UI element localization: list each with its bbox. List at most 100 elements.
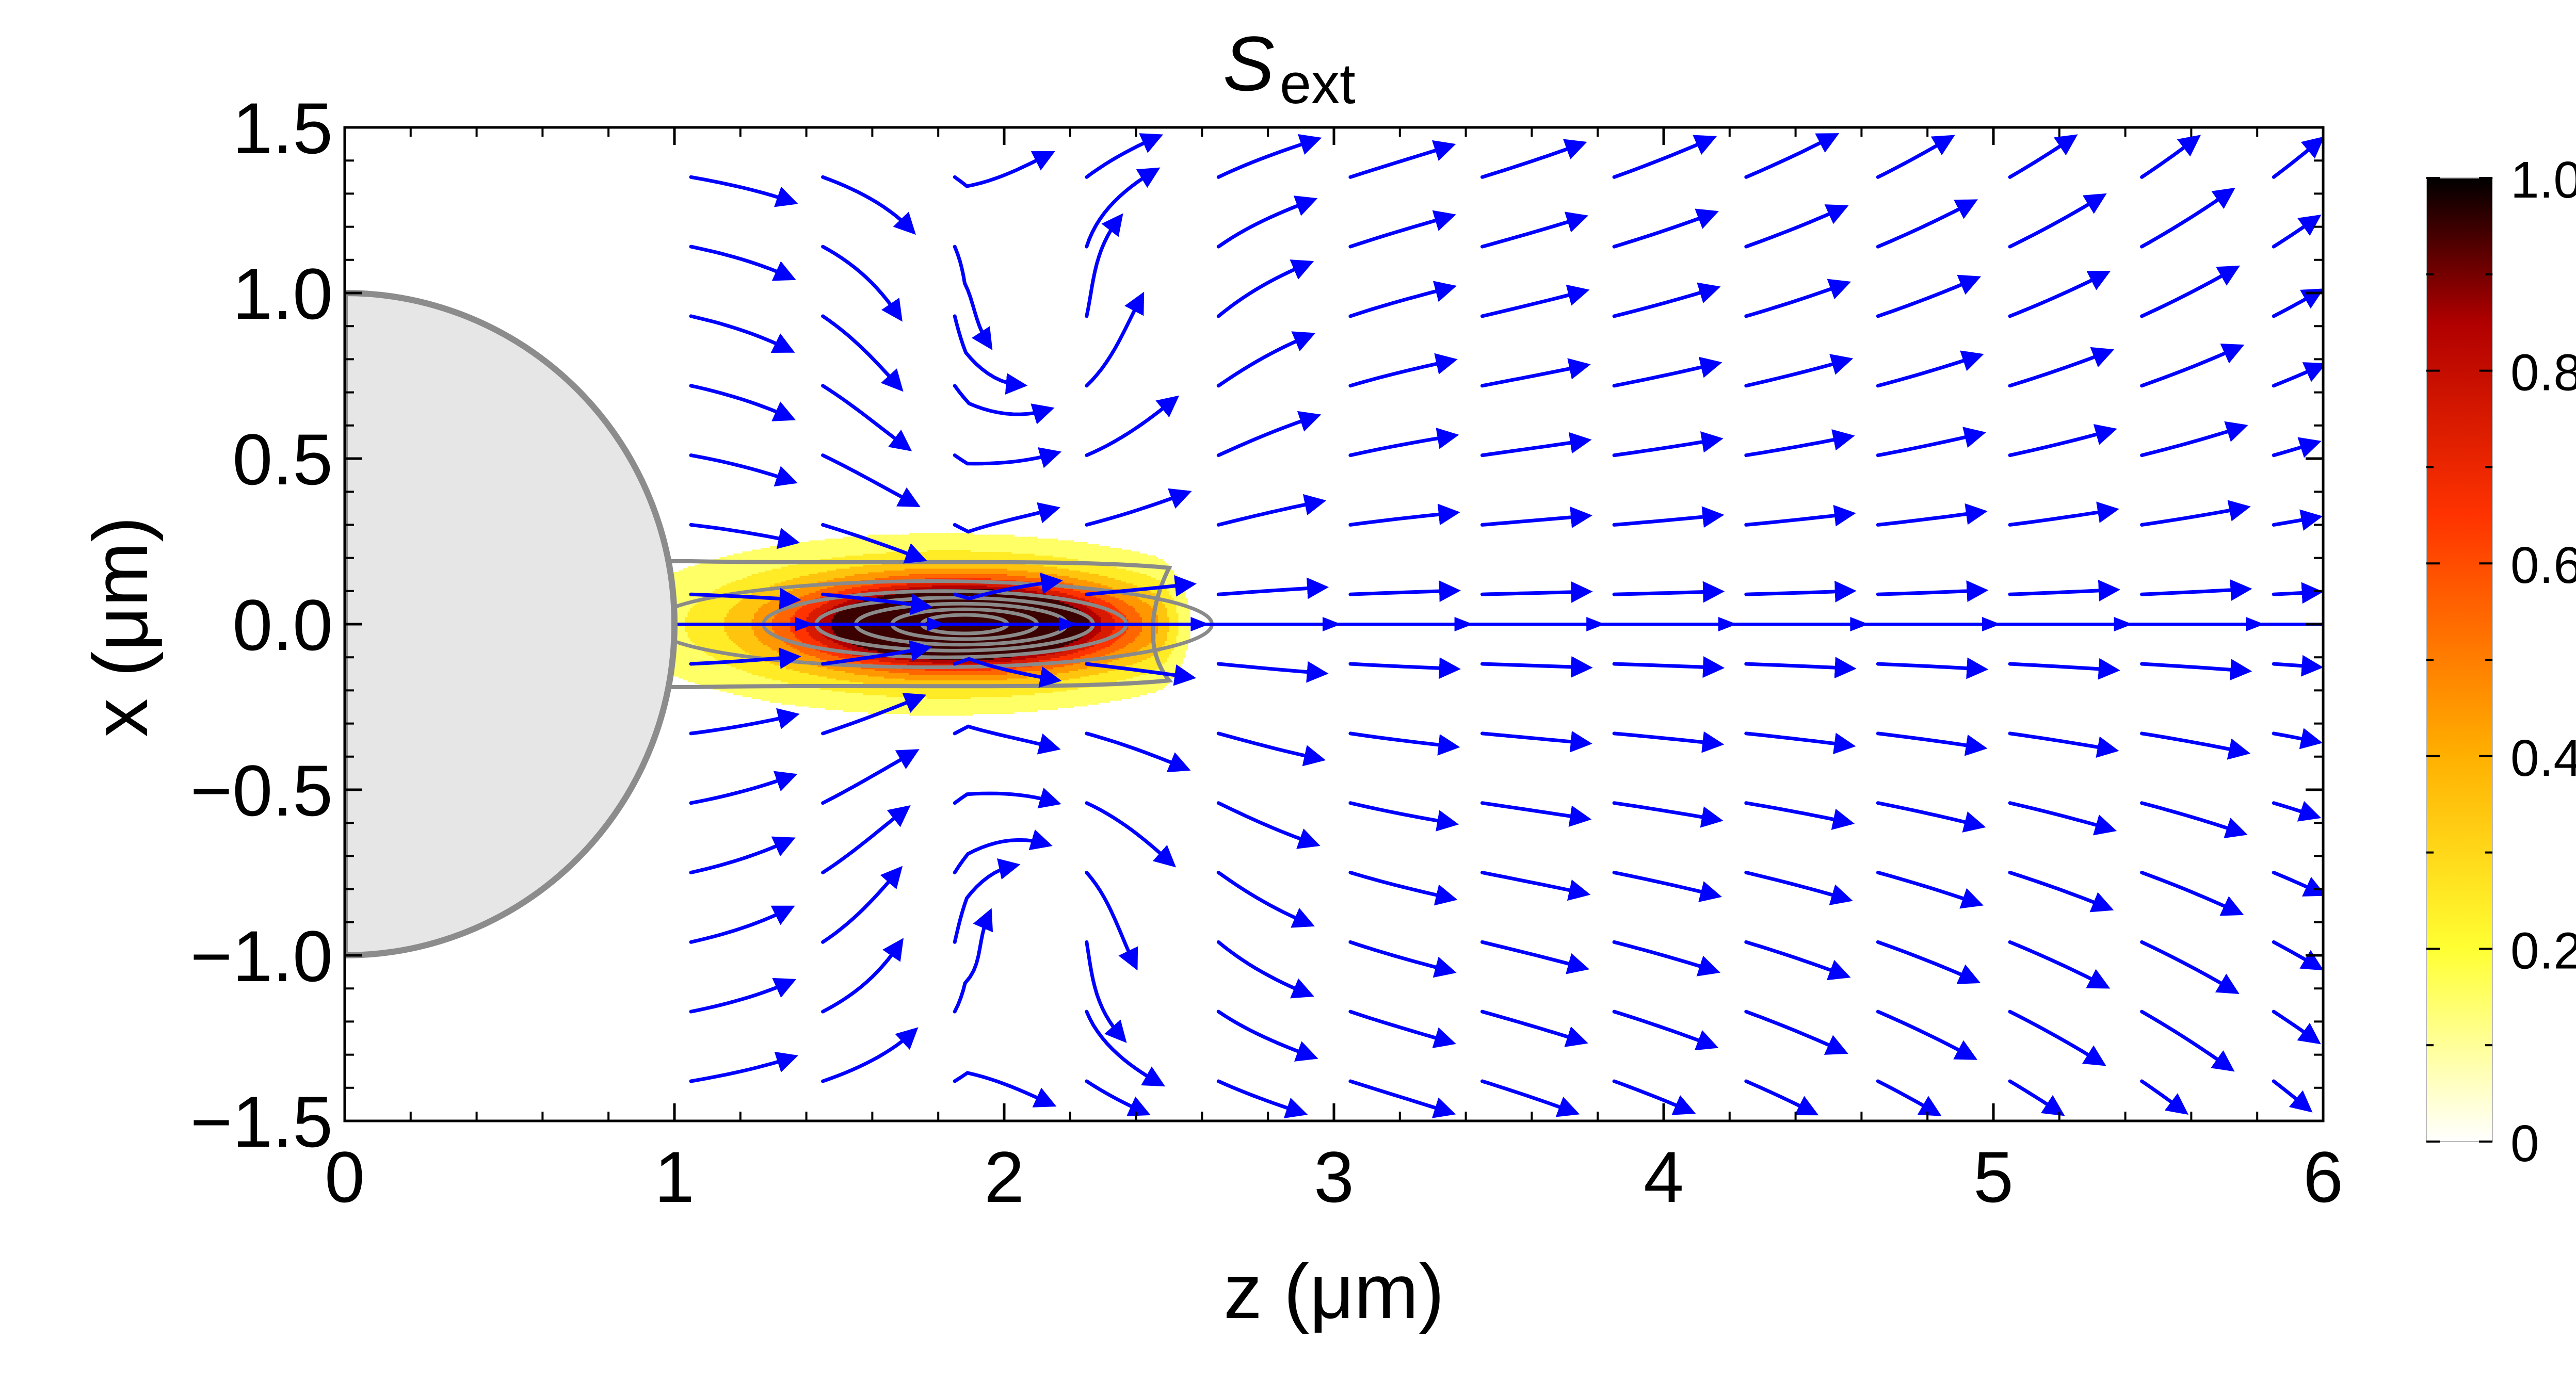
heatmap-cell bbox=[769, 667, 772, 670]
heatmap-cell bbox=[726, 555, 729, 558]
heatmap-cell bbox=[726, 600, 729, 603]
heatmap-cell bbox=[729, 663, 732, 666]
heatmap-cell bbox=[806, 598, 809, 600]
heatmap-cell bbox=[756, 626, 759, 628]
heatmap-cell bbox=[726, 613, 729, 615]
heatmap-cell bbox=[756, 631, 759, 634]
heatmap-cell bbox=[717, 681, 720, 685]
heatmap-cell bbox=[781, 592, 784, 595]
heatmap-cell bbox=[685, 611, 688, 613]
heatmap-cell bbox=[801, 650, 804, 653]
heatmap-cell bbox=[715, 585, 718, 588]
heatmap-cell bbox=[715, 629, 718, 632]
heatmap-cell bbox=[724, 611, 727, 613]
heatmap-cell bbox=[767, 576, 770, 578]
heatmap-cell bbox=[737, 555, 740, 558]
heatmap-cell bbox=[708, 604, 711, 606]
heatmap-cell bbox=[813, 546, 816, 548]
heatmap-cell bbox=[735, 635, 738, 638]
heatmap-cell bbox=[793, 620, 796, 623]
heatmap-cell bbox=[681, 618, 684, 621]
heatmap-cell bbox=[708, 671, 711, 673]
heatmap-cell bbox=[678, 658, 681, 660]
heatmap-cell bbox=[813, 652, 816, 655]
heatmap-cell bbox=[701, 574, 704, 576]
heatmap-cell bbox=[809, 702, 812, 705]
heatmap-cell bbox=[678, 669, 681, 671]
heatmap-cell bbox=[765, 555, 768, 558]
heatmap-cell bbox=[763, 643, 766, 645]
heatmap-cell bbox=[726, 669, 729, 671]
heatmap-cell bbox=[701, 644, 704, 647]
heatmap-cell bbox=[790, 618, 793, 621]
heatmap-cell bbox=[719, 669, 722, 671]
heatmap-cell bbox=[795, 607, 798, 610]
heatmap-cell bbox=[687, 656, 690, 658]
heatmap-cell bbox=[765, 698, 768, 701]
heatmap-cell bbox=[721, 689, 725, 692]
heatmap-cell bbox=[820, 605, 823, 608]
heatmap-cell bbox=[676, 674, 679, 677]
heatmap-cell bbox=[797, 589, 800, 591]
heatmap-cell bbox=[817, 665, 820, 667]
heatmap-cell bbox=[774, 701, 777, 703]
heatmap-cell bbox=[710, 618, 713, 621]
heatmap-cell bbox=[813, 555, 816, 558]
heatmap-cell bbox=[774, 616, 777, 619]
heatmap-cell bbox=[761, 635, 764, 638]
heatmap-cell bbox=[806, 669, 809, 671]
heatmap-cell bbox=[753, 607, 756, 610]
heatmap-cell bbox=[815, 576, 818, 578]
heatmap-cell bbox=[717, 576, 720, 578]
heatmap-cell bbox=[788, 637, 791, 640]
heatmap-cell bbox=[785, 698, 788, 701]
heatmap-cell bbox=[735, 631, 738, 634]
heatmap-cell bbox=[795, 551, 798, 554]
heatmap-cell bbox=[687, 665, 690, 667]
heatmap-cell bbox=[804, 598, 807, 600]
heatmap-cell bbox=[813, 629, 816, 632]
heatmap-cell bbox=[708, 658, 711, 660]
heatmap-cell bbox=[719, 646, 722, 649]
heatmap-cell bbox=[733, 574, 736, 576]
heatmap-cell bbox=[788, 680, 791, 682]
heatmap-cell bbox=[820, 564, 823, 567]
heatmap-cell bbox=[811, 609, 814, 612]
heatmap-cell bbox=[721, 639, 725, 642]
heatmap-cell bbox=[742, 572, 745, 575]
heatmap-cell bbox=[719, 592, 722, 595]
heatmap-cell bbox=[745, 572, 748, 575]
heatmap-cell bbox=[793, 547, 796, 550]
heatmap-cell bbox=[758, 564, 761, 567]
heatmap-cell bbox=[749, 585, 752, 588]
heatmap-cell bbox=[676, 607, 679, 610]
heatmap-cell bbox=[713, 564, 716, 567]
heatmap-cell bbox=[820, 643, 823, 645]
heatmap-cell bbox=[708, 583, 711, 585]
heatmap-cell bbox=[809, 616, 812, 619]
heatmap-cell bbox=[747, 629, 750, 632]
heatmap-cell bbox=[801, 551, 804, 554]
heatmap-cell bbox=[801, 691, 804, 694]
heatmap-cell bbox=[815, 614, 818, 617]
heatmap-cell bbox=[733, 577, 736, 580]
heatmap-cell bbox=[694, 674, 697, 677]
heatmap-cell bbox=[761, 551, 764, 554]
heatmap-cell bbox=[815, 613, 818, 615]
heatmap-cell bbox=[747, 600, 750, 603]
heatmap-cell bbox=[781, 555, 784, 558]
heatmap-cell bbox=[737, 605, 740, 608]
heatmap-cell bbox=[676, 576, 679, 578]
heatmap-cell bbox=[689, 676, 693, 679]
heatmap-cell bbox=[749, 555, 752, 558]
heatmap-cell bbox=[811, 616, 814, 619]
heatmap-cell bbox=[733, 691, 736, 694]
heatmap-cell bbox=[735, 674, 738, 677]
heatmap-cell bbox=[717, 587, 720, 589]
heatmap-cell bbox=[676, 614, 679, 617]
heatmap-cell bbox=[793, 553, 796, 556]
heatmap-cell bbox=[793, 629, 796, 632]
heatmap-cell bbox=[815, 652, 818, 655]
heatmap-cell bbox=[687, 663, 690, 666]
heatmap-cell bbox=[742, 633, 745, 636]
